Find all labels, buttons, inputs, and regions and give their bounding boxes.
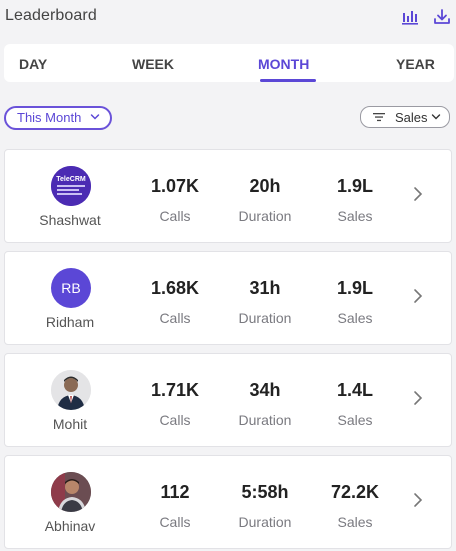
bar-chart-icon[interactable]: [400, 7, 420, 27]
chevron-right-icon[interactable]: [413, 186, 423, 202]
period-filter-label: This Month: [17, 110, 82, 125]
duration-value: 5:58h: [241, 482, 289, 502]
duration-value: 34h: [249, 380, 281, 400]
avatar: TeleCRM: [51, 166, 91, 206]
leader-name: Mohit: [52, 416, 88, 432]
avatar: [51, 370, 91, 410]
calls-label: Calls: [159, 310, 191, 326]
duration-value: 20h: [249, 176, 281, 196]
calls-label: Calls: [159, 412, 191, 428]
calls-value: 1.68K: [150, 278, 200, 298]
sort-icon: [373, 113, 385, 122]
chevron-right-icon[interactable]: [413, 492, 423, 508]
avatar: [51, 472, 91, 512]
period-tabs: DAY WEEK MONTH YEAR: [4, 44, 454, 82]
sales-value: 1.4L: [336, 380, 374, 400]
calls-value: 112: [160, 482, 190, 502]
avatar: RB: [51, 268, 91, 308]
tab-day[interactable]: DAY: [19, 56, 48, 72]
sales-label: Sales: [337, 208, 373, 224]
sort-label: Sales: [395, 110, 428, 125]
sales-value: 72.2K: [330, 482, 380, 502]
sales-label: Sales: [337, 412, 373, 428]
person-photo-icon: [51, 472, 91, 512]
svg-text:TeleCRM: TeleCRM: [56, 176, 86, 183]
download-icon[interactable]: [432, 7, 452, 27]
sort-dropdown[interactable]: Sales: [360, 106, 450, 128]
leader-name: Ridham: [45, 314, 95, 330]
active-tab-indicator: [260, 79, 316, 82]
sales-value: 1.9L: [336, 176, 374, 196]
leader-name: Abhinav: [44, 518, 96, 534]
duration-label: Duration: [238, 208, 292, 224]
tab-year[interactable]: YEAR: [396, 56, 435, 72]
leader-card[interactable]: Abhinav 112 Calls 5:58h Duration 72.2K S…: [4, 455, 452, 549]
person-photo-icon: [51, 370, 91, 410]
telecrm-logo-icon: TeleCRM: [51, 166, 91, 206]
sales-value: 1.9L: [336, 278, 374, 298]
sales-label: Sales: [337, 310, 373, 326]
duration-label: Duration: [238, 412, 292, 428]
duration-label: Duration: [238, 310, 292, 326]
header: Leaderboard: [0, 0, 456, 36]
tab-month[interactable]: MONTH: [258, 56, 310, 72]
calls-label: Calls: [159, 514, 191, 530]
chevron-down-icon: [90, 114, 100, 120]
sales-label: Sales: [337, 514, 373, 530]
chevron-down-icon: [431, 114, 441, 120]
page-title: Leaderboard: [5, 7, 97, 24]
chevron-right-icon[interactable]: [413, 288, 423, 304]
leader-card[interactable]: RB Ridham 1.68K Calls 31h Duration 1.9L …: [4, 251, 452, 345]
chevron-right-icon[interactable]: [413, 390, 423, 406]
duration-label: Duration: [238, 514, 292, 530]
period-filter-dropdown[interactable]: This Month: [4, 106, 112, 130]
calls-value: 1.07K: [150, 176, 200, 196]
leader-card[interactable]: Mohit 1.71K Calls 34h Duration 1.4L Sale…: [4, 353, 452, 447]
leader-card[interactable]: TeleCRM Shashwat 1.07K Calls 20h Duratio…: [4, 149, 452, 243]
calls-value: 1.71K: [150, 380, 200, 400]
duration-value: 31h: [249, 278, 281, 298]
leader-name: Shashwat: [39, 212, 101, 228]
calls-label: Calls: [159, 208, 191, 224]
tab-week[interactable]: WEEK: [132, 56, 174, 72]
